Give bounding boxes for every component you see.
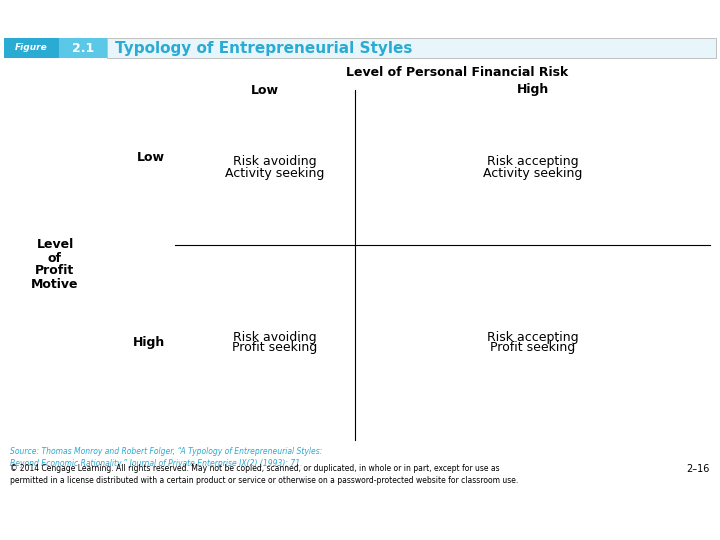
Text: Low: Low bbox=[137, 151, 165, 164]
Bar bbox=[107, 38, 716, 58]
Text: Motive: Motive bbox=[31, 278, 78, 291]
Text: Typology of Entrepreneurial Styles: Typology of Entrepreneurial Styles bbox=[115, 40, 413, 56]
Text: of: of bbox=[48, 252, 62, 265]
Text: Figure: Figure bbox=[15, 44, 48, 52]
Text: 2–16: 2–16 bbox=[687, 464, 710, 474]
Text: Profit: Profit bbox=[35, 265, 75, 278]
Text: Risk avoiding: Risk avoiding bbox=[233, 330, 317, 343]
Text: © 2014 Cengage Learning. All rights reserved. May not be copied, scanned, or dup: © 2014 Cengage Learning. All rights rese… bbox=[10, 464, 518, 485]
Text: Activity seeking: Activity seeking bbox=[483, 166, 582, 179]
Text: Risk avoiding: Risk avoiding bbox=[233, 156, 317, 168]
Text: High: High bbox=[132, 336, 165, 349]
Text: Level of Personal Financial Risk: Level of Personal Financial Risk bbox=[346, 65, 569, 78]
Text: Source: Thomas Monroy and Robert Folger, “A Typology of Entrepreneurial Styles:
: Source: Thomas Monroy and Robert Folger,… bbox=[10, 447, 323, 468]
Text: Activity seeking: Activity seeking bbox=[225, 166, 325, 179]
Text: Risk accepting: Risk accepting bbox=[487, 330, 578, 343]
Text: Level: Level bbox=[37, 239, 73, 252]
Text: 2.1: 2.1 bbox=[72, 42, 94, 55]
Bar bbox=[59, 38, 107, 58]
Text: Risk accepting: Risk accepting bbox=[487, 156, 578, 168]
Text: Profit seeking: Profit seeking bbox=[233, 341, 318, 354]
Text: Low: Low bbox=[251, 84, 279, 97]
Text: High: High bbox=[516, 84, 549, 97]
Bar bbox=[4, 38, 59, 58]
Text: Profit seeking: Profit seeking bbox=[490, 341, 575, 354]
